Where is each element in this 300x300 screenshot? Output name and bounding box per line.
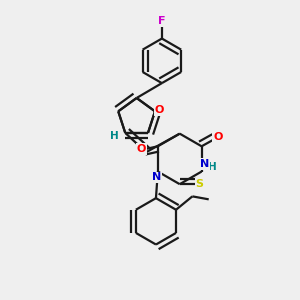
Text: O: O [155, 105, 164, 115]
Text: S: S [196, 179, 204, 189]
Text: O: O [137, 144, 146, 154]
Text: O: O [213, 132, 223, 142]
Text: N: N [152, 172, 161, 182]
Text: H: H [208, 162, 216, 172]
Text: F: F [158, 16, 166, 26]
Text: N: N [200, 159, 209, 169]
Text: H: H [110, 131, 119, 141]
